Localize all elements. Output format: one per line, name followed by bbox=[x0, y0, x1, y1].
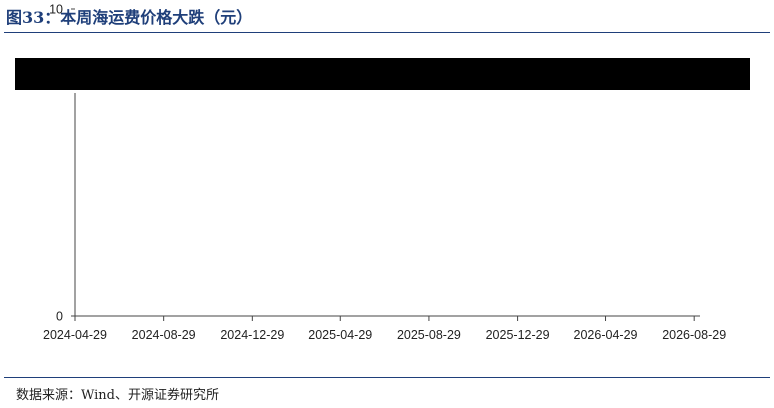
source-divider bbox=[4, 377, 770, 378]
chart-canvas: 0102030405060702024-04-292024-08-292024-… bbox=[15, 3, 750, 343]
redaction-bar bbox=[15, 58, 750, 90]
chart-axes: 0102030405060702024-04-292024-08-292024-… bbox=[43, 3, 726, 343]
x-tick-label: 2024-08-29 bbox=[132, 328, 196, 342]
x-tick-label: 2026-04-29 bbox=[574, 328, 638, 342]
x-tick-label: 2024-12-29 bbox=[220, 328, 284, 342]
x-tick-label: 2026-08-29 bbox=[662, 328, 726, 342]
y-tick-label: 0 bbox=[56, 310, 63, 324]
x-tick-label: 2025-12-29 bbox=[486, 328, 550, 342]
source-note: 数据来源：Wind、开源证券研究所 bbox=[16, 388, 219, 403]
chart-title: 图33：本周海运费价格大跌（元） bbox=[6, 8, 253, 27]
y-tick-label: 10 bbox=[49, 3, 63, 17]
x-tick-label: 2025-04-29 bbox=[308, 328, 372, 342]
title-divider bbox=[4, 32, 770, 33]
x-tick-label: 2024-04-29 bbox=[43, 328, 107, 342]
x-tick-label: 2025-08-29 bbox=[397, 328, 461, 342]
